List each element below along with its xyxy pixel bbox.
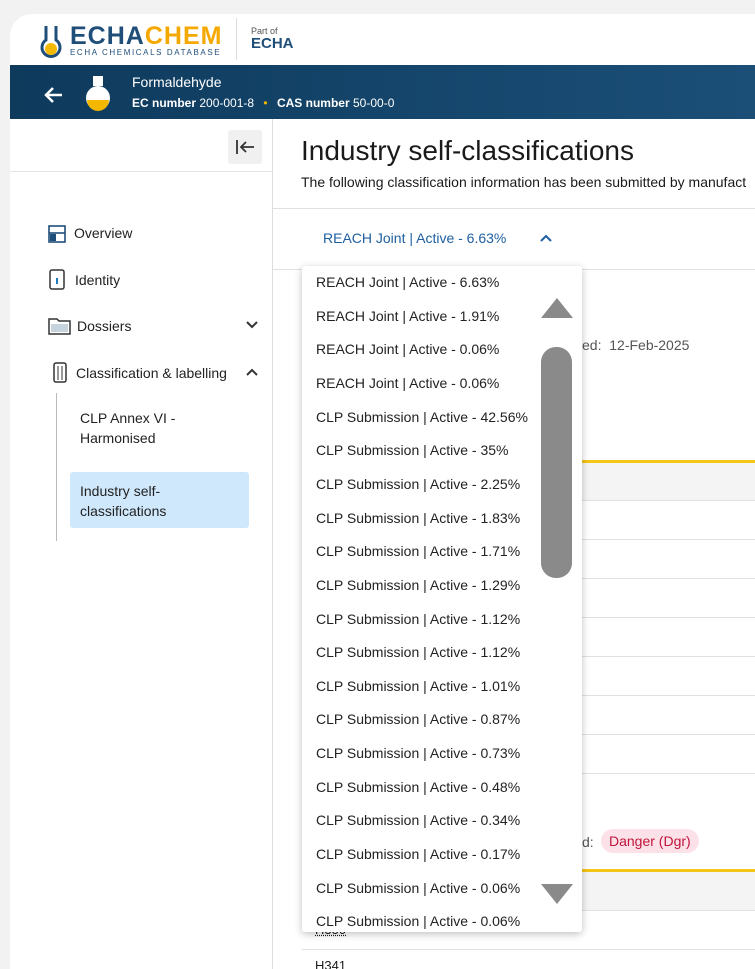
nav-item[interactable]: Identity [75,272,121,288]
dropdown-option[interactable]: CLP Submission | Active - 0.87% [316,711,521,728]
nav-subitem[interactable]: Industry self-classifications [80,483,167,519]
nav-item[interactable]: Overview [74,225,133,241]
dropdown-chevron[interactable] [539,233,553,243]
dropdown-option[interactable]: CLP Submission | Active - 1.12% [316,644,521,661]
dropdown-option[interactable]: CLP Submission | Active - 1.83% [316,509,521,526]
dropdown-option[interactable]: REACH Joint | Active - 0.06% [316,341,500,358]
dropdown-option[interactable]: CLP Submission | Active - 2.25% [316,475,521,492]
dropdown-option[interactable]: CLP Submission | Active - 0.34% [316,812,521,829]
divider [10,171,272,172]
expand-icon[interactable] [245,320,259,330]
signal-badge: Danger (Dgr) [601,829,699,853]
dropdown-option[interactable]: CLP Submission | Active - 1.01% [316,677,521,694]
nav-subitem[interactable]: CLP Annex VI - Harmonised [80,410,176,446]
signal-label: d: [582,834,594,850]
dropdown-panel: CLP Submission | Active - 0.06% CLP Submi… [302,266,582,932]
page-subtitle: The following classification information… [301,174,747,190]
dropdown-option[interactable]: CLP Submission | Active - 42.56% [316,408,528,425]
cas-label: CAS number [276,96,350,110]
logo-chem: CHEM [144,22,223,50]
dropdown-option[interactable]: CLP Submission | Active - 1.29% [316,576,521,593]
dropdown-option[interactable]: CLP Submission | Active - 1.12% [316,610,521,627]
back-button[interactable] [42,83,66,107]
sidebar [10,119,273,969]
substance-name: Formaldehyde [132,74,222,90]
substance-icon [86,76,110,111]
logo-icon [40,26,62,58]
active-item [70,472,249,528]
dropdown-option[interactable]: CLP Submission | Active - 0.17% [316,846,521,863]
dropdown-option[interactable]: CLP Submission | Active - 0.06% [316,913,521,930]
dropdown-option[interactable]: CLP Submission | Active - 35% [316,442,509,459]
dropdown-option[interactable]: CLP Submission | Active - 0.06% [316,879,521,896]
hazard-code[interactable]: H341 [315,958,347,969]
ec-label: EC number [132,96,197,110]
dropdown-option[interactable]: CLP Submission | Active - 0.48% [316,778,521,795]
date-value: 12-Feb-2025 [609,337,690,353]
page-title: Industry self-classifications [301,135,635,166]
substance-bar [10,65,755,119]
dropdown-selected[interactable]: REACH Joint | Active - 6.63% [323,230,507,246]
scroll-down[interactable] [539,880,575,908]
classification-icon [53,362,67,383]
row-line [302,949,755,950]
nav-item[interactable]: Classification & labelling [76,365,227,381]
cas-value: 50-00-0 [353,96,395,110]
scroll-up[interactable] [539,294,575,322]
logo: ECHACHEM [70,22,222,51]
dossiers-icon [48,318,71,335]
overview-icon [48,225,66,243]
divider [273,208,755,209]
logo-echa: ECHA [70,22,145,50]
collapse-icon[interactable] [245,367,259,377]
divider [236,18,237,60]
nav-item[interactable]: Dossiers [77,318,132,334]
ec-value: 200-001-8 [199,96,255,110]
partner-logo[interactable]: ECHA [251,35,294,52]
scroll-thumb[interactable] [541,347,572,578]
part-of: Part of [251,26,278,36]
dropdown-option[interactable]: CLP Submission | Active - 0.73% [316,745,521,762]
header [10,14,755,65]
tree-line [56,393,57,541]
collapse-button[interactable] [228,130,262,164]
identity-icon [49,269,65,290]
dropdown-option[interactable]: CLP Submission | Active - 1.71% [316,543,521,560]
dropdown-option[interactable]: REACH Joint | Active - 0.06% [316,374,500,391]
logo-tagline: ECHA CHEMICALS DATABASE [70,48,222,57]
date-label: ed: [582,337,602,353]
dropdown-option[interactable]: REACH Joint | Active - 6.63% [316,274,500,290]
dropdown-option[interactable]: REACH Joint | Active - 1.91% [316,307,500,324]
